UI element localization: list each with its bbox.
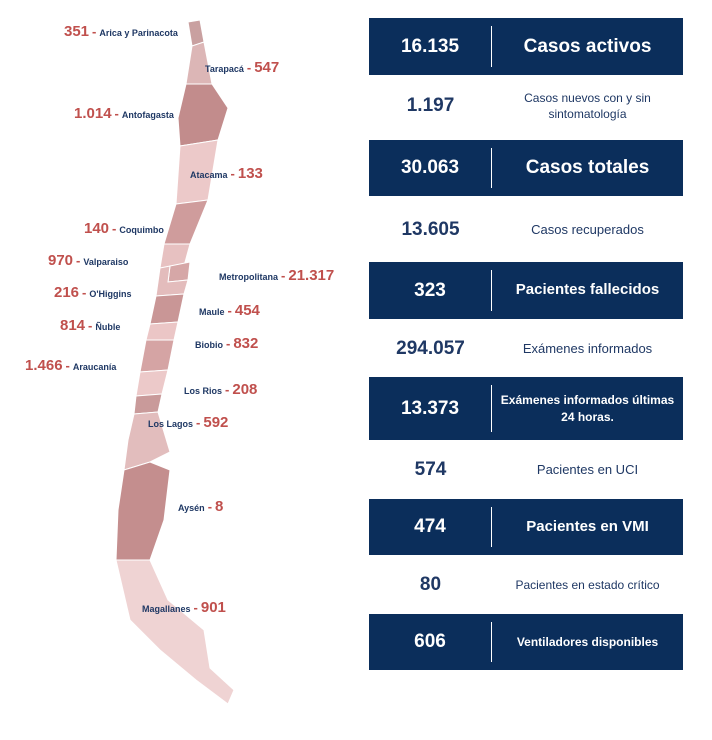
chile-map-shape bbox=[115, 19, 235, 705]
stat-value: 474 bbox=[369, 507, 492, 547]
map-region-aysen bbox=[115, 461, 171, 561]
map-region-arica bbox=[187, 19, 205, 47]
stat-pacientes-vmi: 474 Pacientes en VMI bbox=[369, 499, 683, 555]
region-label-tarapaca: Tarapacá -547 bbox=[205, 59, 280, 76]
map-region-nuble bbox=[145, 321, 179, 341]
region-label-arica: 351- Arica y Parinacota bbox=[64, 23, 178, 40]
region-label-magallanes: Magallanes -901 bbox=[142, 599, 226, 616]
stat-value: 13.605 bbox=[401, 219, 460, 240]
stat-casos-activos: 16.135 Casos activos bbox=[369, 18, 683, 75]
stat-estado-critico: 80 Pacientes en estado crítico bbox=[369, 560, 683, 610]
region-label-maule: Maule -454 bbox=[199, 302, 260, 319]
stat-value: 1.197 bbox=[406, 95, 455, 116]
stat-examenes-24h: 13.373 Exámenes informados últimas 24 ho… bbox=[369, 377, 683, 440]
stat-value: 294.057 bbox=[396, 338, 465, 359]
region-label-coquimbo: 140- Coquimbo bbox=[84, 220, 164, 237]
stat-label: Casos totales bbox=[525, 157, 650, 179]
region-label-valparaiso: 970- Valparaiso bbox=[48, 252, 129, 269]
map-region-magallanes bbox=[115, 559, 235, 705]
map-region-antofagasta bbox=[177, 83, 229, 147]
stat-value: 16.135 bbox=[369, 26, 492, 67]
stat-label: Exámenes informados bbox=[522, 341, 653, 357]
region-label-loslagos: Los Lagos -592 bbox=[148, 414, 229, 431]
stat-label: Ventiladores disponibles bbox=[516, 634, 659, 649]
map-region-coquimbo bbox=[163, 199, 209, 245]
stat-casos-totales: 30.063 Casos totales bbox=[369, 140, 683, 196]
region-label-metropolitana: Metropolitana -21.317 bbox=[219, 267, 335, 284]
stat-value: 30.063 bbox=[369, 148, 492, 188]
stat-examenes-informados: 294.057 Exámenes informados bbox=[369, 324, 683, 374]
stat-label: Casos nuevos con y sin sintomatología bbox=[524, 90, 651, 121]
map-region-losrios bbox=[133, 393, 163, 415]
region-label-araucania: 1.466- Araucanía bbox=[25, 357, 117, 374]
stat-label: Exámenes informados últimas 24 horas. bbox=[500, 393, 675, 424]
stat-casos-recuperados: 13.605 Casos recuperados bbox=[369, 205, 683, 255]
region-label-atacama: Atacama -133 bbox=[190, 165, 263, 182]
stat-label: Pacientes fallecidos bbox=[515, 281, 660, 299]
region-label-losrios: Los Rios -208 bbox=[184, 381, 258, 398]
stat-casos-nuevos: 1.197 Casos nuevos con y sin sintomatolo… bbox=[369, 80, 683, 132]
region-label-biobio: Biobio -832 bbox=[195, 335, 259, 352]
stat-label: Casos activos bbox=[523, 35, 652, 57]
stat-label: Pacientes en VMI bbox=[526, 517, 649, 535]
map-region-maule bbox=[149, 293, 185, 325]
region-label-antofagasta: 1.014- Antofagasta bbox=[74, 105, 174, 122]
stat-value: 574 bbox=[414, 459, 447, 480]
stat-label: Casos recuperados bbox=[531, 222, 644, 238]
stat-pacientes-uci: 574 Pacientes en UCI bbox=[369, 445, 683, 495]
region-label-ohiggins: 216- O'Higgins bbox=[54, 284, 132, 301]
chile-region-map: 351- Arica y Parinacota Tarapacá -547 1.01… bbox=[25, 19, 335, 705]
stat-ventiladores: 606 Ventiladores disponibles bbox=[369, 614, 683, 670]
stat-pacientes-fallecidos: 323 Pacientes fallecidos bbox=[369, 262, 683, 319]
stat-label: Pacientes en UCI bbox=[536, 462, 639, 478]
stat-value: 606 bbox=[369, 622, 492, 662]
region-label-nuble: 814- Ñuble bbox=[60, 317, 121, 334]
stat-value: 13.373 bbox=[369, 385, 492, 432]
map-region-araucania bbox=[135, 369, 169, 397]
stat-value: 323 bbox=[369, 270, 492, 311]
stat-label: Pacientes en estado crítico bbox=[515, 577, 660, 592]
region-label-aysen: Aysén -8 bbox=[178, 498, 224, 515]
stat-value: 80 bbox=[419, 574, 442, 595]
map-region-biobio bbox=[139, 339, 175, 373]
